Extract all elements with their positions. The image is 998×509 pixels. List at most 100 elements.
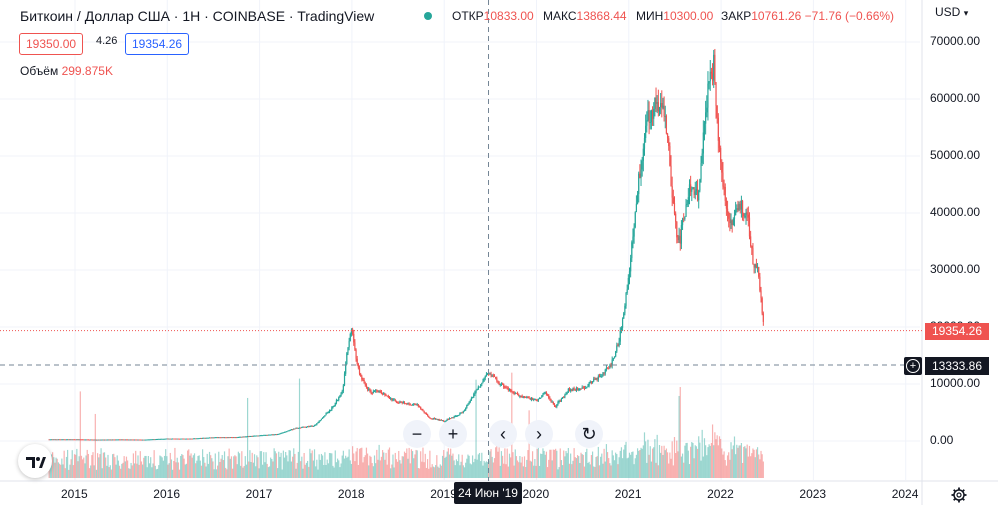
volume-legend[interactable]: Объём 299.875K: [20, 64, 113, 78]
volume-bar: [420, 451, 422, 478]
volume-bar: [486, 462, 489, 478]
tradingview-logo[interactable]: [18, 444, 52, 478]
candle-body: [147, 439, 149, 441]
candle-body: [189, 438, 191, 440]
volume-bar: [83, 457, 85, 478]
volume-bar: [411, 451, 414, 478]
price-tick-label: 40000.00: [930, 205, 981, 219]
candle-body: [528, 397, 530, 399]
candle-body: [590, 381, 593, 383]
volume-bar: [135, 450, 137, 478]
candle-body: [302, 426, 304, 428]
volume-bar: [343, 458, 346, 478]
candle-body: [108, 439, 110, 441]
volume-bar: [210, 455, 212, 478]
volume-bar: [113, 453, 115, 478]
scroll-right-button[interactable]: ›: [525, 420, 553, 448]
candle-body: [700, 163, 702, 180]
candle-body: [221, 437, 223, 439]
volume-bar: [276, 468, 279, 478]
volume-bar: [91, 455, 93, 478]
candle-body: [636, 194, 639, 204]
volume-bar: [48, 465, 50, 478]
volume-bar: [375, 463, 377, 478]
volume-bar: [324, 452, 326, 478]
volume-bar: [656, 434, 658, 478]
zoom-out-button[interactable]: −: [403, 420, 431, 448]
volume-bar: [476, 459, 478, 478]
volume-bar: [85, 455, 87, 478]
volume-bar: [732, 445, 734, 478]
candle-body: [138, 439, 140, 441]
candle-body: [83, 439, 85, 441]
reset-chart-button[interactable]: ↻: [575, 420, 603, 448]
candle-body: [443, 420, 445, 422]
volume-bar: [77, 461, 79, 478]
volume-bar: [581, 454, 583, 478]
candle-body: [504, 387, 506, 389]
volume-bar: [346, 457, 348, 478]
candle-body: [429, 417, 431, 419]
add-alert-button[interactable]: +: [904, 357, 922, 375]
zoom-in-button[interactable]: +: [439, 420, 467, 448]
volume-bar: [376, 449, 378, 478]
candle-body: [560, 398, 563, 402]
candle-body: [663, 105, 665, 117]
candle-body: [463, 410, 466, 412]
volume-bar: [590, 455, 593, 478]
candle-body: [519, 395, 521, 397]
sell-price-button[interactable]: 19350.00: [19, 33, 84, 55]
candle-body: [350, 329, 353, 335]
candle-body: [110, 439, 113, 441]
candle-body: [144, 439, 146, 441]
volume-bar: [360, 448, 362, 478]
currency-dropdown[interactable]: USD ▾: [935, 5, 968, 19]
candle-body: [272, 434, 274, 436]
volume-bar: [305, 462, 308, 478]
volume-bar: [616, 454, 618, 478]
buy-price-button[interactable]: 19354.26: [125, 33, 190, 55]
volume-bar: [646, 462, 648, 478]
volume-bar: [701, 429, 703, 478]
volume-bar: [138, 464, 140, 478]
candle-body: [717, 117, 719, 141]
candle-body: [375, 390, 377, 392]
candle-body: [666, 133, 669, 139]
volume-bar: [507, 466, 509, 478]
candle-body: [525, 397, 527, 399]
candle-body: [70, 439, 72, 441]
volume-bar: [458, 454, 460, 478]
volume-bar: [531, 451, 534, 478]
candle-body: [489, 373, 491, 375]
volume-bar: [670, 458, 672, 478]
volume-bar: [274, 451, 276, 478]
candle-body: [548, 395, 550, 398]
candle-body: [177, 438, 179, 440]
volume-bar: [453, 460, 455, 478]
candle-body: [720, 147, 722, 163]
volume-bar: [611, 450, 613, 478]
candle-body: [312, 425, 314, 427]
candle-body: [656, 102, 658, 104]
candle-body: [432, 418, 434, 420]
symbol-title[interactable]: Биткоин / Доллар США · 1H · COINBASE · T…: [20, 8, 375, 24]
candle-body: [658, 107, 661, 112]
candle-body: [602, 372, 604, 376]
volume-bar: [593, 466, 595, 478]
candle-body: [56, 439, 58, 441]
scroll-left-button[interactable]: ‹: [489, 420, 517, 448]
candle-body: [709, 71, 711, 82]
candle-body: [691, 188, 693, 192]
volume-bar: [122, 462, 124, 478]
volume-bar: [199, 460, 201, 478]
gear-icon[interactable]: [950, 486, 968, 504]
volume-bar: [304, 464, 306, 478]
volume-bar: [677, 451, 679, 478]
candle-body: [218, 437, 220, 439]
volume-bar: [336, 458, 339, 478]
volume-bar: [542, 448, 544, 478]
candle-body: [699, 179, 701, 191]
candle-body: [258, 435, 260, 437]
